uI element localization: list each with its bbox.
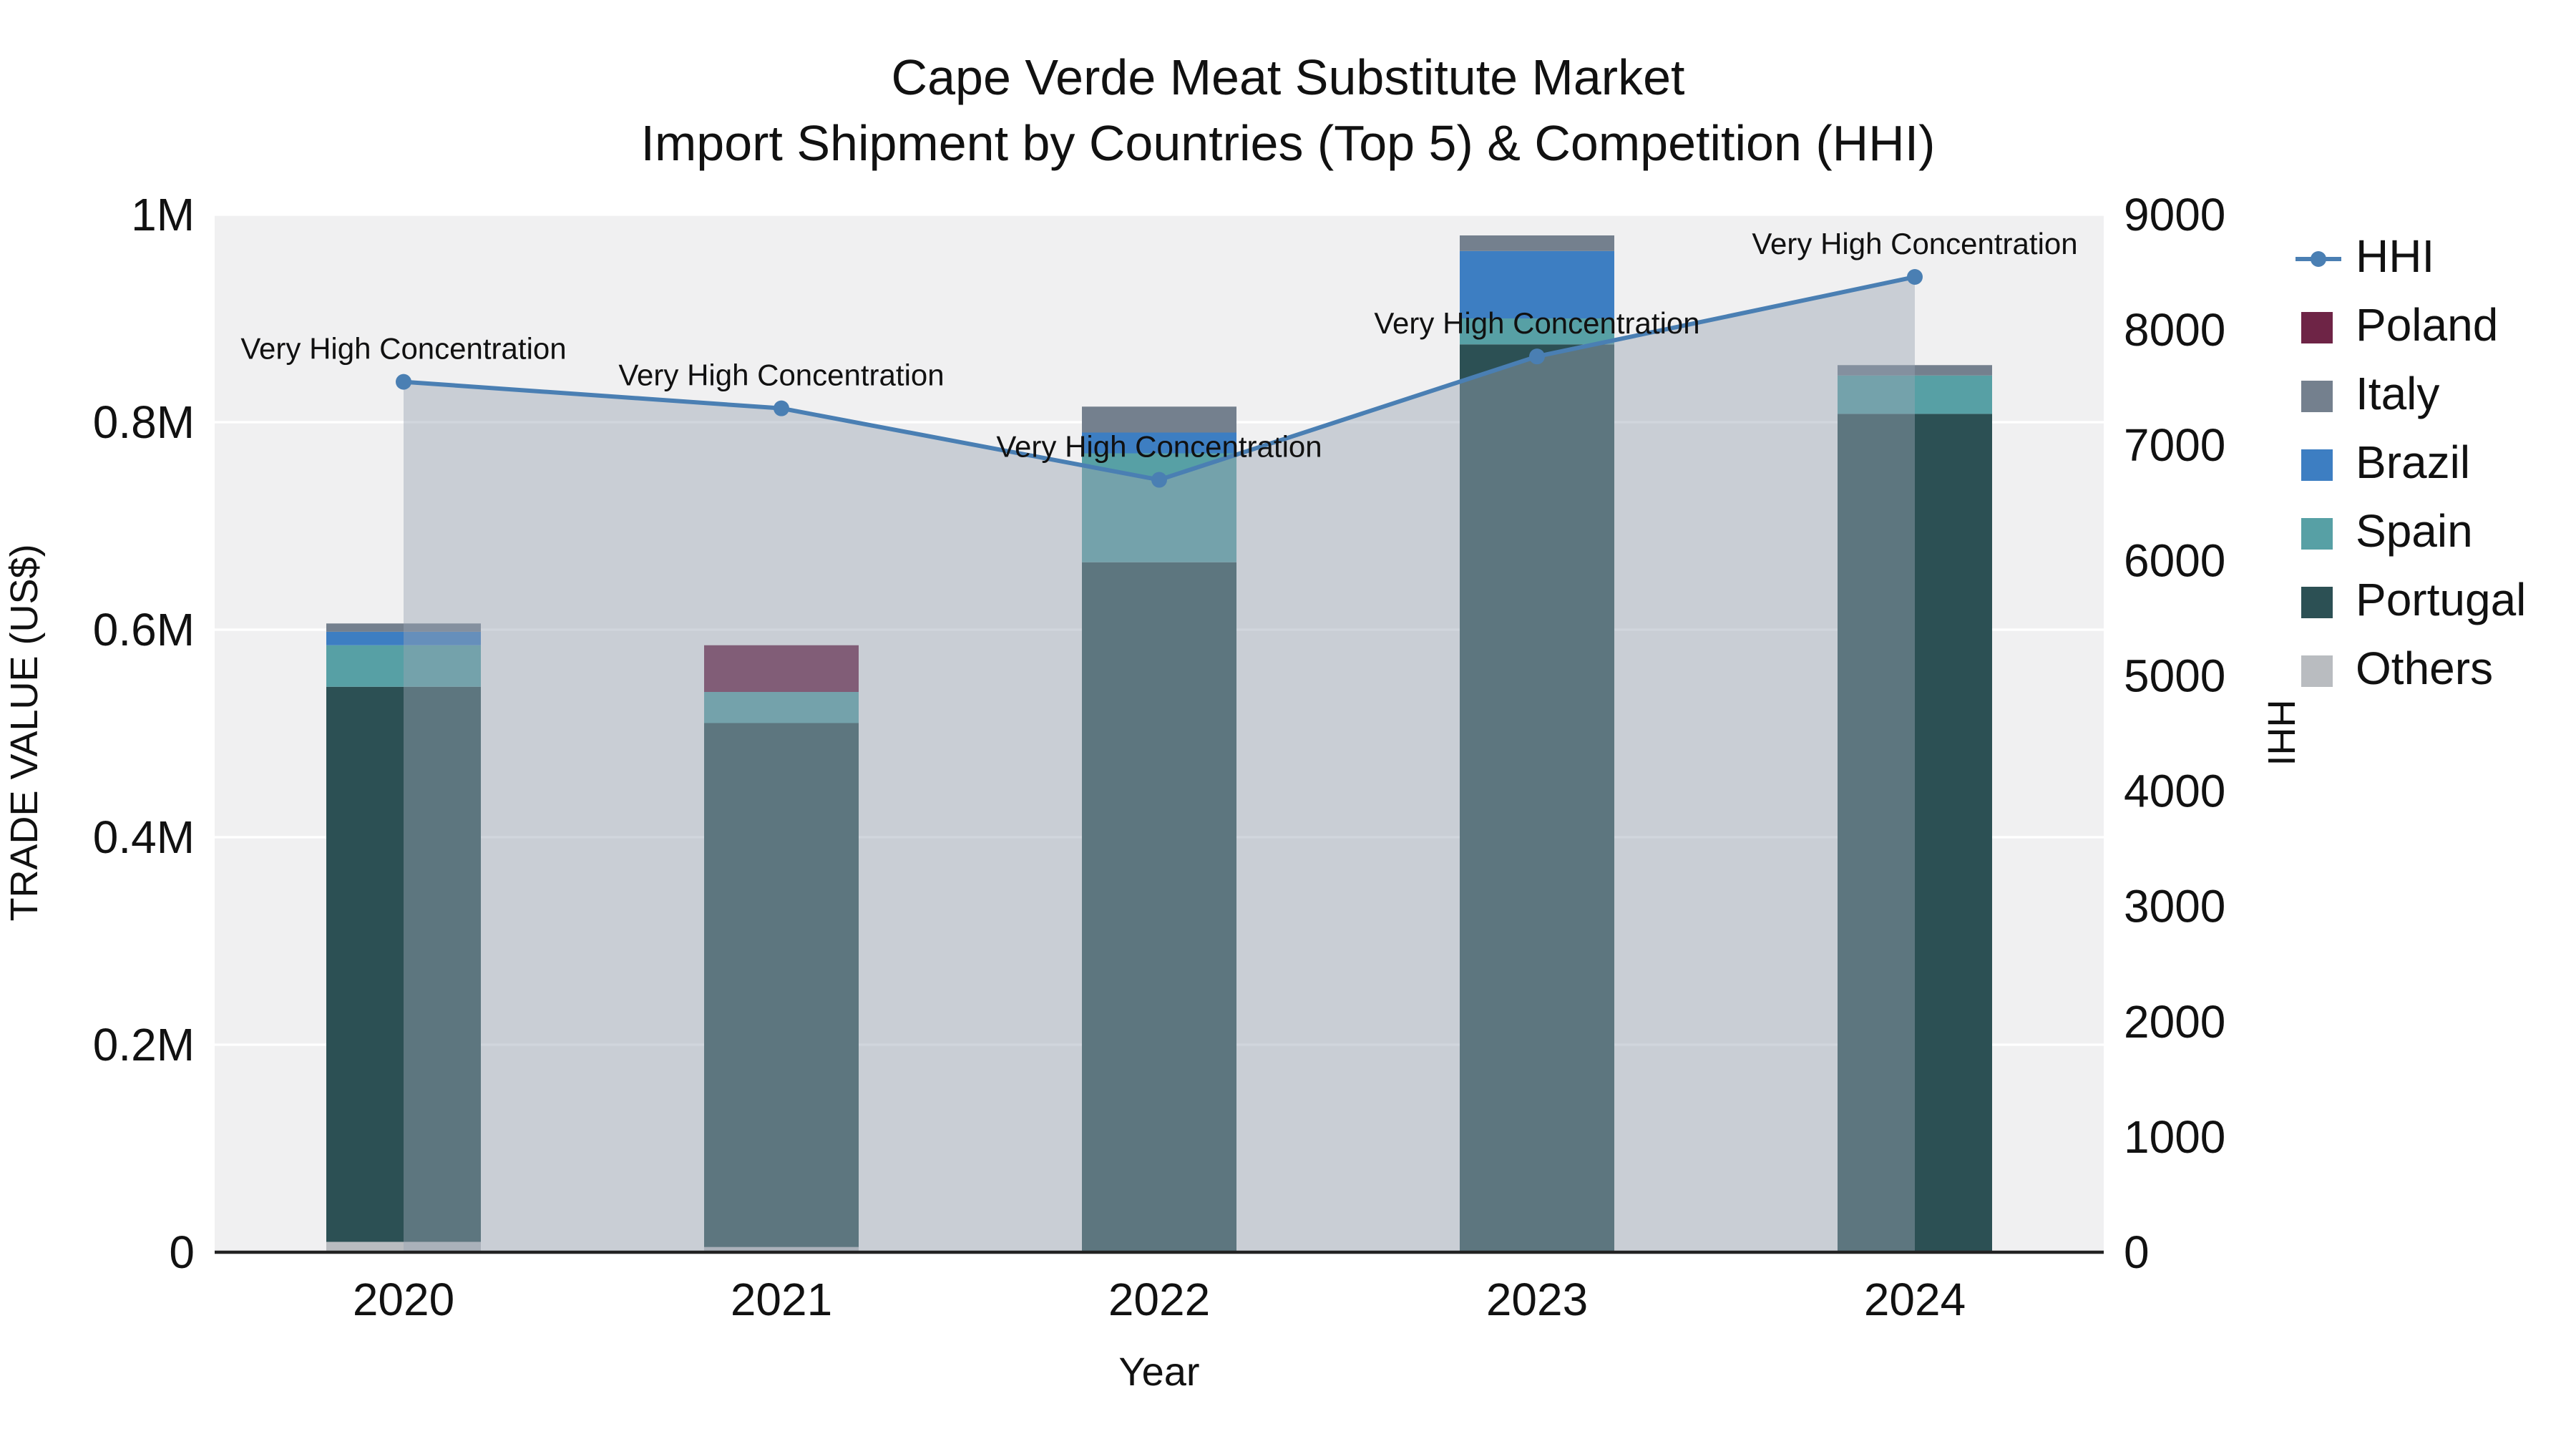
- legend-marker-icon: [2311, 251, 2326, 267]
- bar-2021-others: [704, 1246, 859, 1252]
- legend-item-italy[interactable]: Italy: [2301, 368, 2439, 419]
- bar-2020-portugal: [326, 686, 481, 1242]
- hhi-marker-2022: [1151, 472, 1167, 488]
- x-tick-2020: 2020: [353, 1274, 454, 1325]
- y-left-tick: 1M: [131, 189, 195, 240]
- hhi-marker-2024: [1907, 269, 1923, 285]
- y-right-tick: 9000: [2124, 189, 2225, 240]
- bar-2022-brazil: [1082, 432, 1236, 454]
- legend-item-portugal[interactable]: Portugal: [2301, 574, 2526, 625]
- legend-color-swatch: [2301, 587, 2333, 618]
- hhi-marker-2020: [396, 374, 411, 390]
- annotation-2022: Very High Concentration: [996, 430, 1322, 464]
- hhi-marker-2023: [1529, 348, 1545, 365]
- bar-2021-poland: [704, 645, 859, 692]
- y-left-tick: 0.4M: [93, 811, 195, 863]
- bar-2020-brazil: [326, 631, 481, 645]
- legend-label: HHI: [2356, 230, 2434, 282]
- legend-color-swatch: [2301, 655, 2333, 687]
- bar-2021-portugal: [704, 723, 859, 1247]
- annotation-2020: Very High Concentration: [240, 332, 566, 366]
- legend-label: Italy: [2356, 368, 2439, 419]
- plot-layer: Very High Concentration Very High Concent…: [93, 189, 2226, 1325]
- annotation-2023: Very High Concentration: [1374, 306, 1699, 340]
- bar-2020-spain: [326, 645, 481, 687]
- annotation-2021: Very High Concentration: [618, 358, 944, 392]
- y-right-tick: 6000: [2124, 535, 2225, 586]
- y-axis-label-left: TRADE VALUE (US$): [3, 544, 46, 921]
- y-right-tick: 1000: [2124, 1111, 2225, 1163]
- y-left-tick: 0.2M: [93, 1019, 195, 1070]
- bar-2023-italy: [1460, 235, 1614, 251]
- legend-color-swatch: [2301, 449, 2333, 481]
- legend-color-swatch: [2301, 381, 2333, 412]
- chart-title-line1: Cape Verde Meat Substitute Market: [892, 49, 1685, 105]
- y-left-tick: 0.8M: [93, 396, 195, 448]
- bar-2023-spain: [1460, 318, 1614, 345]
- legend-item-spain[interactable]: Spain: [2301, 505, 2473, 557]
- legend-item-poland[interactable]: Poland: [2301, 299, 2498, 351]
- legend-label: Brazil: [2356, 436, 2470, 488]
- legend: HHI Poland Italy Brazil Spain Portugal Others: [2296, 230, 2526, 694]
- bar-2022-portugal: [1082, 562, 1236, 1252]
- y-axis-label-right: HHI: [2260, 700, 2303, 766]
- bar-2020-others: [326, 1241, 481, 1252]
- legend-item-hhi[interactable]: HHI: [2296, 230, 2434, 282]
- bar-2024-italy: [1838, 365, 1992, 376]
- x-axis-label: Year: [1118, 1349, 1199, 1394]
- y-right-tick: 3000: [2124, 881, 2225, 932]
- y-left-tick: 0: [169, 1226, 195, 1278]
- legend-item-brazil[interactable]: Brazil: [2301, 436, 2470, 488]
- bar-2024-spain: [1838, 375, 1992, 414]
- legend-label: Spain: [2356, 505, 2473, 557]
- hhi-area: [404, 277, 1915, 1252]
- bar-2021-spain: [704, 692, 859, 723]
- legend-label: Portugal: [2356, 574, 2526, 625]
- chart-title-line2: Import Shipment by Countries (Top 5) & C…: [641, 115, 1936, 171]
- y-left-tick: 0.6M: [93, 604, 195, 655]
- y-right-tick: 5000: [2124, 650, 2225, 701]
- x-tick-2023: 2023: [1486, 1274, 1588, 1325]
- bar-2022-italy: [1082, 406, 1236, 433]
- y-right-tick: 2000: [2124, 996, 2225, 1048]
- legend-label: Others: [2356, 643, 2493, 694]
- x-tick-2022: 2022: [1108, 1274, 1210, 1325]
- legend-color-swatch: [2301, 312, 2333, 343]
- bar-2023-brazil: [1460, 250, 1614, 318]
- y-right-tick: 8000: [2124, 304, 2225, 356]
- y-right-tick: 0: [2124, 1226, 2150, 1278]
- x-tick-2024: 2024: [1864, 1274, 1966, 1325]
- bar-2020-italy: [326, 623, 481, 632]
- y-right-tick: 7000: [2124, 419, 2225, 471]
- bar-2023-portugal: [1460, 344, 1614, 1252]
- legend-label: Poland: [2356, 299, 2498, 351]
- hhi-marker-2021: [774, 400, 789, 416]
- x-tick-2021: 2021: [731, 1274, 832, 1325]
- y-right-tick: 4000: [2124, 766, 2225, 817]
- legend-item-others[interactable]: Others: [2301, 643, 2493, 694]
- legend-color-swatch: [2301, 518, 2333, 550]
- annotation-2024: Very High Concentration: [1752, 227, 2077, 260]
- bar-2024-portugal: [1838, 414, 1992, 1252]
